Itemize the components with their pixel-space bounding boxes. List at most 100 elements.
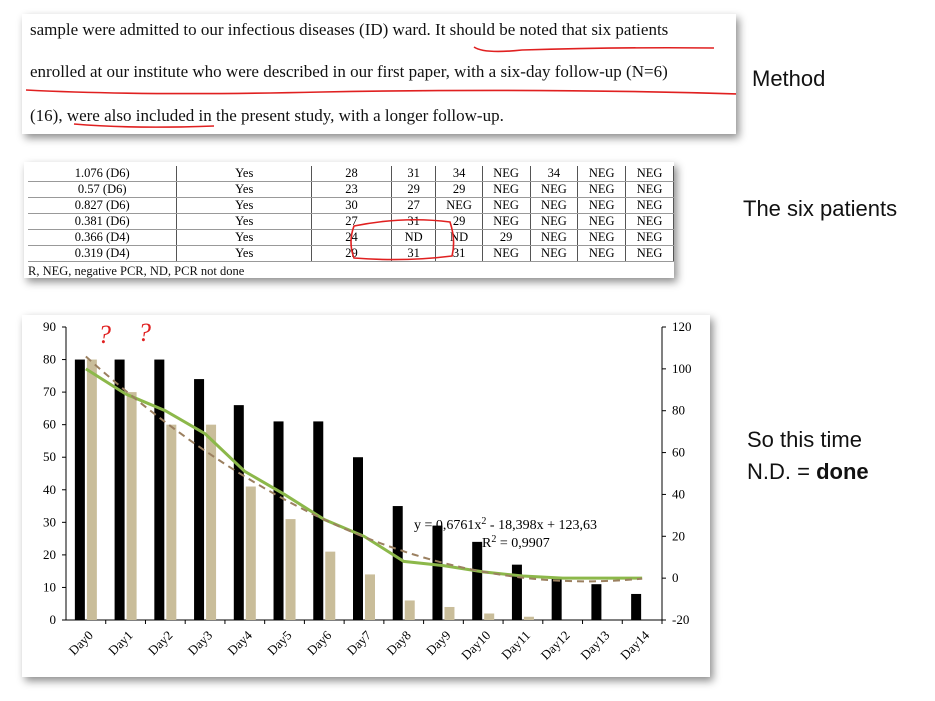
bar-series-1 <box>154 359 165 620</box>
patients-table-panel: 1.076 (D6) Yes 28 31 34 NEG 34 NEG NEG 0.57 (D6) Y… <box>24 162 674 278</box>
table-cell: NEG <box>482 245 531 262</box>
bar-series-1 <box>631 593 642 620</box>
x-tick-label: Day14 <box>617 627 652 662</box>
six-patients-label: The six patients <box>743 196 898 221</box>
table-cell: Yes <box>176 197 313 214</box>
table-cell: NEG <box>530 181 579 198</box>
table-cell: NEG <box>625 213 674 230</box>
table-cell: NEG <box>482 213 531 230</box>
left-tick-label: 0 <box>50 612 57 627</box>
bar-series-1 <box>392 506 403 620</box>
x-tick-label: Day12 <box>538 628 573 663</box>
table-cell: 1.076 (D6) <box>28 166 178 182</box>
table-cell: NEG <box>625 166 674 182</box>
table-cell: 29 <box>435 213 483 230</box>
right-tick-label: 20 <box>672 528 685 543</box>
table-cell: NEG <box>482 181 531 198</box>
bar-series-1 <box>114 359 125 620</box>
table-row: 0.827 (D6) Yes 30 27 NEG NEG NEG NEG NEG <box>28 197 674 214</box>
bar-series-2 <box>126 392 137 620</box>
table-cell: ND <box>391 229 437 246</box>
bar-series-1 <box>233 405 244 620</box>
x-tick-label: Day0 <box>65 628 96 659</box>
table-cell: NEG <box>577 213 627 230</box>
table-cell: 31 <box>391 166 437 182</box>
bar-series-1 <box>74 359 85 620</box>
table-cell: NEG <box>577 229 627 246</box>
left-tick-label: 50 <box>43 449 56 464</box>
question-mark-annotation: ? <box>98 320 111 349</box>
table-cell: NEG <box>625 245 674 262</box>
x-tick-label: Day6 <box>304 627 335 658</box>
right-tick-label: 40 <box>672 486 685 501</box>
table-cell: 31 <box>391 213 437 230</box>
conclusion-line-2: N.D. = done <box>747 459 869 485</box>
table-cell: 29 <box>311 245 392 262</box>
right-tick-label: 100 <box>672 361 692 376</box>
x-tick-label: Day1 <box>105 628 136 659</box>
line-series <box>85 367 643 580</box>
method-excerpt-panel: sample were admitted to our infectious d… <box>22 14 736 134</box>
bar-series-1 <box>472 541 483 620</box>
table-row: 0.57 (D6) Yes 23 29 29 NEG NEG NEG NEG <box>28 181 674 198</box>
bar-series-2 <box>245 486 256 620</box>
table-cell: 31 <box>435 245 483 262</box>
bar-series-2 <box>325 551 336 620</box>
method-line-1: sample were admitted to our infectious d… <box>30 20 669 39</box>
bar-series-1 <box>551 577 562 620</box>
table-cell: 0.366 (D4) <box>28 229 178 246</box>
bar-series-2 <box>166 424 177 620</box>
viral-load-chart: 0 10 20 30 40 50 60 70 80 90 -20 0 20 40 60 80 100 120 Day… <box>43 318 692 663</box>
table-cell: Yes <box>176 213 313 230</box>
left-tick-label: 90 <box>43 319 56 334</box>
method-label: Method <box>752 66 826 91</box>
bar-series-2 <box>484 613 495 620</box>
left-tick-label: 30 <box>43 514 56 529</box>
left-tick-label: 60 <box>43 417 56 432</box>
bar-series-2 <box>365 574 375 620</box>
conclusion-line-1: So this time <box>747 427 862 452</box>
table-cell: NEG <box>530 213 579 230</box>
conclusion-bold: done <box>816 459 869 484</box>
red-underline-annotations <box>25 46 736 128</box>
bar-series-1 <box>353 457 363 620</box>
table-cell: Yes <box>176 166 313 182</box>
bar-series-1 <box>591 584 602 620</box>
left-tick-label: 80 <box>43 352 56 367</box>
left-tick-label: 40 <box>43 482 56 497</box>
bar-series-1 <box>432 525 443 620</box>
method-line-2: enrolled at our institute who were descr… <box>30 62 668 81</box>
table-footnote: R, NEG, negative PCR, ND, PCR not done <box>28 264 245 278</box>
red-circle-annotation <box>350 218 455 261</box>
table-cell: NEG <box>625 229 674 246</box>
table-cell: NEG <box>625 197 674 214</box>
table-cell: 29 <box>435 181 483 198</box>
table-cell: 23 <box>311 181 392 198</box>
conclusion-prefix: N.D. = <box>747 459 817 484</box>
trendline-equation: y = 0,6761x2 - 18,398x + 123,63 <box>414 516 597 533</box>
patients-table: 1.076 (D6) Yes 28 31 34 NEG 34 NEG NEG 0.57 (D6) Y… <box>28 166 674 262</box>
bar-series-1 <box>194 379 205 620</box>
x-tick-label: Day2 <box>145 628 176 659</box>
method-line-3: (16), were also included in the present … <box>30 106 504 125</box>
table-cell: NEG <box>577 197 627 214</box>
table-cell: Yes <box>176 229 313 246</box>
bar-series-1 <box>313 421 324 620</box>
right-tick-label: 60 <box>672 445 685 460</box>
bar-series-2 <box>523 616 534 620</box>
table-cell: NEG <box>530 245 579 262</box>
table-cell: 0.381 (D6) <box>28 213 178 230</box>
bar-series-2 <box>206 424 217 620</box>
x-tick-label: Day5 <box>264 628 295 659</box>
table-cell: NEG <box>530 229 579 246</box>
table-cell: 30 <box>311 197 392 214</box>
table-cell: 29 <box>391 181 437 198</box>
x-tick-label: Day7 <box>344 627 375 658</box>
table-row: 0.366 (D4) Yes 24 ND ND 29 NEG NEG NEG <box>28 229 674 246</box>
x-tick-label: Day9 <box>423 628 454 659</box>
table-cell: 34 <box>530 166 579 182</box>
question-mark-annotation: ? <box>138 318 151 347</box>
table-cell: NEG <box>482 166 531 182</box>
table-cell: 0.57 (D6) <box>28 181 178 198</box>
table-cell: NEG <box>435 197 483 214</box>
